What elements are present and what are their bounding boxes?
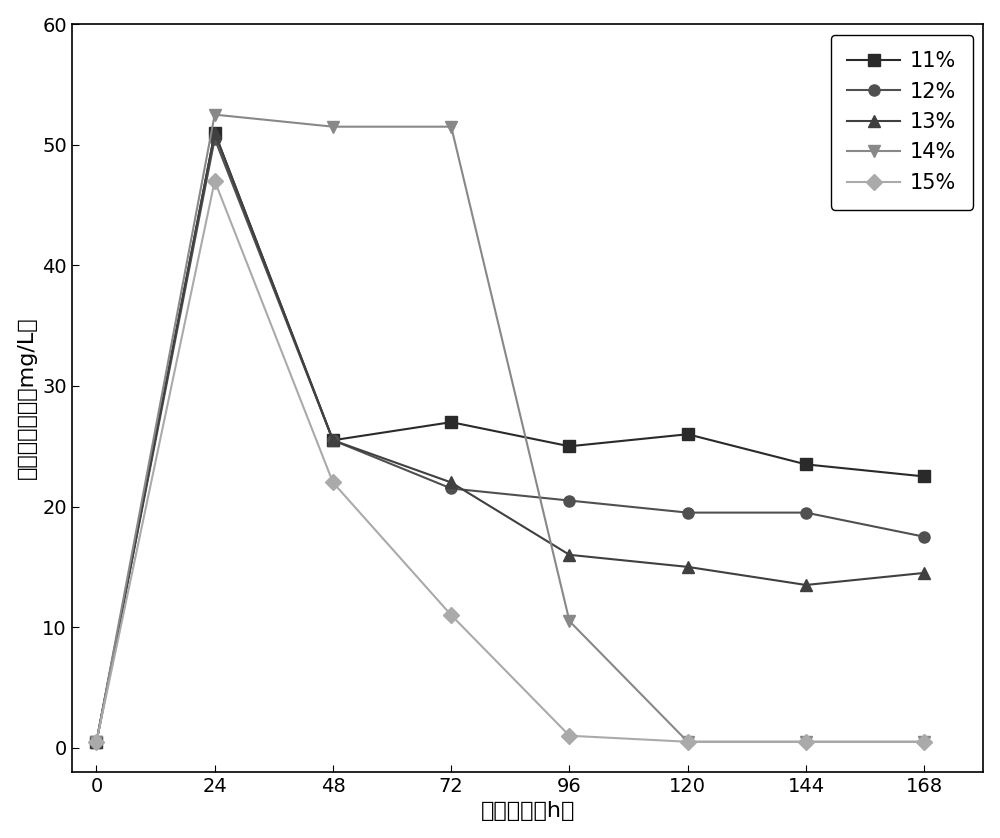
12% — [800, 508, 812, 518]
12% — [445, 484, 457, 494]
12% — [90, 737, 102, 747]
15% — [918, 737, 930, 747]
12% — [327, 435, 339, 445]
Legend: 11%, 12%, 13%, 14%, 15%: 11%, 12%, 13%, 14%, 15% — [831, 34, 973, 210]
11% — [918, 472, 930, 482]
15% — [563, 731, 575, 741]
Y-axis label: 亚硫酸盐浓度（mg/L）: 亚硫酸盐浓度（mg/L） — [17, 317, 37, 479]
14% — [90, 737, 102, 747]
15% — [90, 737, 102, 747]
11% — [682, 429, 694, 439]
13% — [918, 568, 930, 578]
X-axis label: 反应时间（h）: 反应时间（h） — [480, 801, 575, 821]
12% — [563, 495, 575, 505]
14% — [918, 737, 930, 747]
15% — [327, 478, 339, 488]
13% — [445, 478, 457, 488]
12% — [209, 134, 221, 144]
13% — [327, 435, 339, 445]
Line: 11%: 11% — [91, 127, 930, 747]
15% — [445, 610, 457, 620]
14% — [800, 737, 812, 747]
15% — [682, 737, 694, 747]
13% — [90, 737, 102, 747]
Line: 13%: 13% — [91, 127, 930, 747]
13% — [800, 580, 812, 590]
11% — [563, 442, 575, 452]
11% — [445, 417, 457, 427]
12% — [682, 508, 694, 518]
11% — [209, 127, 221, 137]
Line: 12%: 12% — [91, 133, 930, 747]
11% — [800, 459, 812, 469]
Line: 14%: 14% — [91, 109, 930, 747]
12% — [918, 531, 930, 541]
15% — [800, 737, 812, 747]
13% — [682, 561, 694, 572]
14% — [327, 122, 339, 132]
11% — [327, 435, 339, 445]
14% — [682, 737, 694, 747]
11% — [90, 737, 102, 747]
15% — [209, 176, 221, 186]
14% — [563, 616, 575, 626]
Line: 15%: 15% — [91, 175, 930, 747]
13% — [209, 127, 221, 137]
14% — [445, 122, 457, 132]
14% — [209, 110, 221, 120]
13% — [563, 550, 575, 560]
